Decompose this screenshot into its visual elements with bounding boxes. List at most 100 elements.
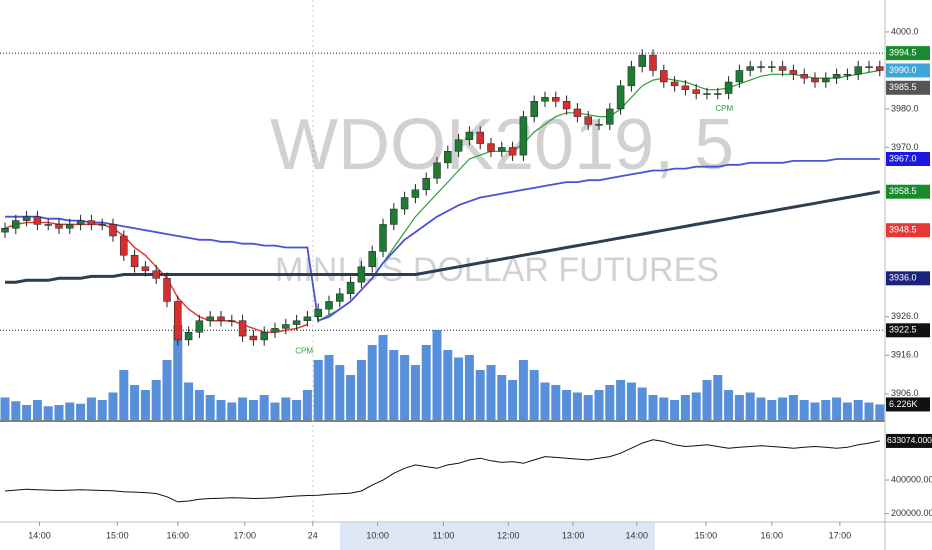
candle-body — [562, 100, 571, 110]
price-label-box — [886, 46, 930, 61]
volume-bar — [875, 404, 885, 420]
volume-bar — [194, 390, 204, 420]
volume-bar — [378, 335, 388, 420]
volume-label-box — [886, 397, 930, 412]
candle-body — [109, 224, 117, 237]
lower-y-tick-label: 400000.0000 — [891, 474, 932, 484]
price-label-box — [886, 184, 930, 199]
candle-body — [584, 116, 592, 125]
volume-bar — [11, 401, 21, 420]
candle-body — [66, 224, 74, 229]
volume-bar — [778, 397, 788, 420]
volume-bar — [810, 402, 820, 420]
candle-body — [627, 66, 636, 87]
candle-body — [454, 139, 463, 152]
volume-bar — [508, 380, 518, 420]
candle-body — [314, 308, 322, 318]
candle-body — [411, 189, 420, 198]
volume-bar — [529, 370, 539, 420]
candle-body — [303, 316, 312, 321]
x-tick-label: 17:00 — [829, 530, 852, 540]
volume-bar — [497, 375, 507, 420]
candle-body — [854, 66, 862, 75]
lower-last-box — [886, 433, 932, 448]
volume-bar — [702, 380, 712, 420]
volume-bar — [767, 400, 777, 420]
candle-body — [789, 70, 798, 75]
candle-body — [865, 66, 873, 68]
candle-body — [44, 224, 52, 226]
candle-body — [368, 251, 376, 268]
volume-bar — [637, 387, 647, 420]
x-tick-label: 10:00 — [366, 530, 389, 540]
candle-body — [400, 197, 409, 210]
candle-body — [325, 301, 333, 310]
price-label: 3936.0 — [889, 273, 917, 283]
volume-bar — [313, 360, 323, 420]
volume-bar — [54, 405, 64, 420]
volume-bar — [691, 392, 701, 420]
price-label: 3922.5 — [889, 325, 917, 335]
volume-bar — [184, 382, 194, 420]
volume-bar — [680, 395, 690, 420]
volume-bar — [151, 380, 161, 420]
volume-bar — [356, 360, 366, 420]
volume-bar — [65, 402, 75, 420]
volume-bar — [302, 390, 312, 420]
price-label-box — [886, 63, 930, 78]
price-label: 3985.5 — [889, 82, 917, 92]
volume-bar — [367, 345, 377, 420]
volume-bar — [205, 395, 215, 420]
volume-bar — [454, 357, 464, 420]
candle-body — [735, 70, 744, 83]
price-label-box — [886, 223, 930, 238]
session-band — [340, 523, 655, 550]
volume-bar — [724, 390, 734, 420]
candle-body — [271, 328, 279, 333]
volume-bar — [486, 365, 496, 420]
price-label: 3948.5 — [889, 225, 917, 235]
volume-bar — [43, 406, 53, 420]
x-tick-label: 15:00 — [106, 530, 129, 540]
candle-body — [184, 331, 193, 341]
x-tick-label: 16:00 — [761, 530, 784, 540]
volume-bar — [32, 400, 42, 420]
lower-y-tick-label: 200000.0000 — [891, 508, 932, 518]
volume-bar — [335, 365, 345, 420]
x-tick-label: 11:00 — [433, 530, 455, 540]
candle-body — [595, 124, 603, 126]
volume-bar — [659, 397, 669, 420]
volume-bar — [216, 400, 226, 420]
volume-label: 6.226K — [889, 399, 918, 409]
candle-body — [465, 131, 474, 140]
candle-body — [746, 66, 754, 71]
volume-bar — [756, 397, 766, 420]
volume-bar — [713, 375, 723, 420]
volume-bar — [799, 400, 809, 420]
x-tick-label: 24 — [308, 530, 318, 540]
volume-bar — [832, 397, 842, 420]
volume-bar — [130, 385, 140, 420]
lower-line — [4, 439, 880, 503]
candle-body — [573, 108, 582, 117]
candle-body — [379, 224, 387, 252]
candle-body — [238, 320, 247, 337]
x-tick-label: 12:00 — [497, 530, 520, 540]
volume-bar — [518, 360, 528, 420]
volume-bar — [670, 400, 680, 420]
volume-bar — [821, 400, 831, 420]
volume-bar — [389, 350, 399, 420]
candle-body — [55, 224, 63, 229]
volume-bar — [0, 397, 10, 420]
volume-bar — [443, 350, 453, 420]
candle-body — [98, 224, 106, 226]
candle-body — [876, 66, 884, 71]
candle-body — [616, 85, 625, 110]
volume-bar — [605, 385, 615, 420]
candle-body — [346, 281, 355, 294]
candle-body — [433, 162, 441, 179]
candle-body — [195, 320, 204, 333]
candle-body — [670, 81, 679, 87]
